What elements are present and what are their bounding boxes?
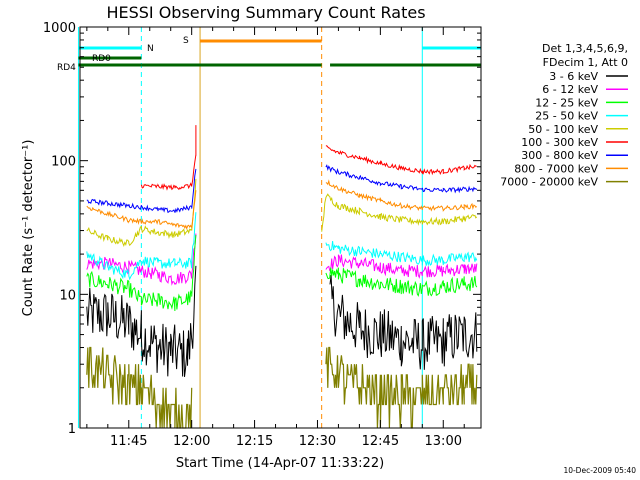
- y-axis-label: Count Rate (s⁻¹ detector⁻¹): [21, 140, 36, 317]
- legend-label-6: 300 - 800 keV: [521, 149, 598, 162]
- legend-label-4: 50 - 100 keV: [528, 123, 598, 136]
- series-trace-0-1: [329, 275, 478, 370]
- plot-area: [77, 27, 482, 429]
- x-tick-label-0: 11:45: [110, 434, 147, 449]
- series-trace-3-1: [325, 240, 478, 267]
- x-axis-label: Start Time (14-Apr-07 11:33:22): [176, 456, 384, 471]
- series-trace-0-0: [86, 265, 197, 377]
- series-trace-5-1: [140, 125, 197, 191]
- status-label-rd0: RD0: [92, 54, 111, 64]
- legend-header-0: Det 1,3,4,5,6,9,: [542, 42, 628, 55]
- chart-title: HESSI Observing Summary Count Rates: [106, 3, 425, 22]
- y-tick-label-2: 100: [51, 155, 76, 170]
- status-label-n: N: [147, 44, 154, 54]
- x-tick-label-3: 12:30: [299, 434, 336, 449]
- x-tick-label-1: 12:00: [173, 434, 210, 449]
- legend-label-3: 25 - 50 keV: [535, 110, 598, 123]
- y-tick-label-3: 1000: [43, 21, 76, 36]
- series-trace-8-1: [325, 346, 478, 429]
- series-trace-2-0: [86, 234, 197, 312]
- legend-label-2: 12 - 25 keV: [535, 96, 598, 109]
- series-trace-6-0: [86, 168, 197, 214]
- series-trace-8-0: [86, 346, 193, 429]
- y-tick-label-1: 10: [59, 288, 76, 303]
- series-trace-5-2: [325, 145, 477, 176]
- x-tick-label-2: 12:15: [236, 434, 273, 449]
- series-trace-7-0: [86, 190, 197, 231]
- series-trace-6-1: [325, 164, 478, 194]
- x-tick-label-4: 12:45: [362, 434, 399, 449]
- legend-label-8: 7000 - 20000 keV: [500, 176, 598, 189]
- series-trace-1-0: [86, 233, 197, 286]
- plot-frame: [79, 26, 482, 429]
- x-tick-label-5: 13:00: [425, 434, 462, 449]
- legend-label-0: 3 - 6 keV: [549, 70, 598, 83]
- status-label-s: S: [183, 36, 189, 46]
- y-tick-label-0: 1: [68, 422, 76, 437]
- status-label-rd4: RD4: [57, 63, 76, 73]
- legend: Det 1,3,4,5,6,9,FDecim 1, Att 03 - 6 keV…: [500, 42, 628, 189]
- y-axis: 1 10 100 1000: [43, 21, 481, 437]
- x-axis: 11:45 12:00 12:15 12:30 12:45 13:00: [86, 27, 465, 449]
- status-bar-labels: N S RD0 RD4: [57, 36, 189, 73]
- series-trace-3-0: [86, 212, 197, 281]
- legend-label-5: 100 - 300 keV: [521, 136, 598, 149]
- legend-label-1: 6 - 12 keV: [542, 83, 598, 96]
- series-trace-4-1: [321, 193, 478, 232]
- series-trace-1-1: [325, 254, 478, 279]
- series-trace-7-1: [325, 179, 478, 212]
- timestamp: 10-Dec-2009 05:40: [563, 466, 636, 475]
- legend-label-7: 800 - 7000 keV: [514, 162, 598, 175]
- legend-header-1: FDecim 1, Att 0: [543, 56, 628, 69]
- series-trace-2-1: [325, 267, 478, 297]
- series-trace-4-0: [86, 178, 197, 248]
